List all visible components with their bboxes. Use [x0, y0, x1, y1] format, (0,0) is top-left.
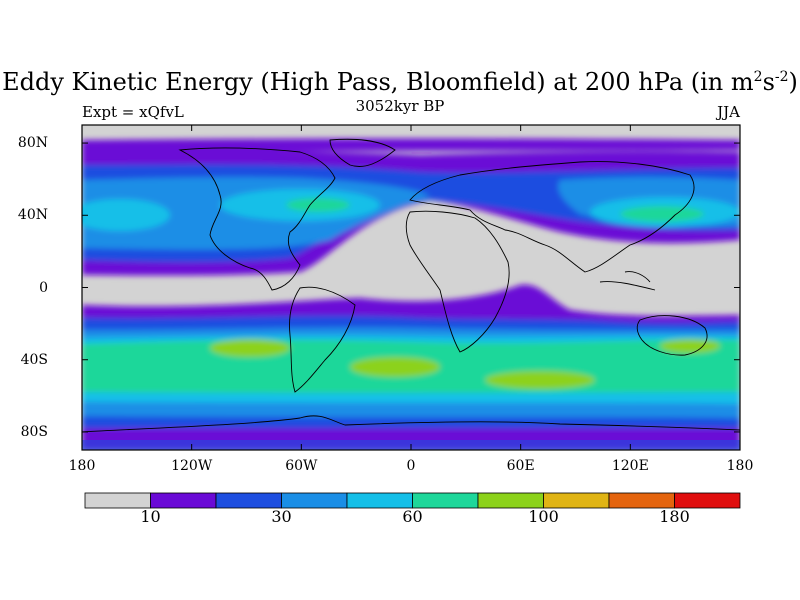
lon-tick-label: 180 — [726, 458, 754, 474]
sh-core-atlantic — [350, 357, 440, 377]
experiment-label: Expt = xQfvL — [82, 103, 184, 121]
lon-tick-label: 60E — [506, 458, 535, 474]
lat-tick-label: 40S — [20, 351, 48, 368]
colorbar-swatch — [477, 492, 544, 509]
colorbar — [84, 492, 741, 509]
coast-indonesia — [599, 271, 656, 291]
nh-core-pacific-peak — [620, 206, 704, 222]
lat-tick-label: 80S — [20, 423, 48, 440]
colorbar-swatch — [608, 492, 675, 509]
colorbar-label: 100 — [528, 507, 559, 526]
lon-tick-label: 180 — [68, 458, 96, 474]
colorbar-swatch — [150, 492, 217, 509]
time-label: 3052kyr BP — [355, 97, 445, 115]
coast-europe-asia — [409, 161, 695, 273]
colorbar-label: 10 — [140, 507, 161, 526]
coast-africa — [405, 210, 510, 353]
lon-tick-label: 120E — [611, 458, 649, 474]
colorbar-swatch — [346, 492, 413, 509]
lon-tick-label: 0 — [406, 458, 416, 474]
coast-north-america — [178, 147, 336, 291]
coast-greenland — [329, 138, 396, 167]
lat-tick-label: 40N — [17, 207, 48, 224]
colorbar-swatch — [543, 492, 610, 509]
lon-tick-label: 60W — [285, 458, 318, 474]
eke-field — [82, 125, 740, 450]
coast-antarctica — [82, 415, 740, 433]
lat-tick-label: 0 — [39, 279, 48, 296]
sh-core-indian — [485, 371, 595, 389]
coast-south-america — [289, 286, 356, 393]
colorbar-swatch — [84, 492, 151, 509]
colorbar-swatch — [674, 492, 741, 509]
coast-australia — [636, 315, 708, 356]
colorbar-swatch — [281, 492, 348, 509]
nh-core-pacific-w — [82, 199, 170, 231]
sh-core-pacific — [210, 339, 290, 357]
plot-title: Eddy Kinetic Energy (High Pass, Bloomfie… — [2, 68, 798, 96]
lat-tick-label: 80N — [17, 135, 48, 152]
colorbar-label: 60 — [402, 507, 423, 526]
season-label: JJA — [717, 103, 740, 121]
lon-tick-label: 120W — [171, 458, 213, 474]
colorbar-label: 180 — [659, 507, 690, 526]
nh-core-atlantic-peak — [286, 198, 350, 212]
colorbar-swatch — [215, 492, 282, 509]
map-ticks — [81, 125, 741, 450]
colorbar-label: 30 — [271, 507, 292, 526]
colorbar-swatch — [412, 492, 479, 509]
coastlines — [82, 138, 740, 433]
sh-core-tasman — [660, 339, 720, 353]
